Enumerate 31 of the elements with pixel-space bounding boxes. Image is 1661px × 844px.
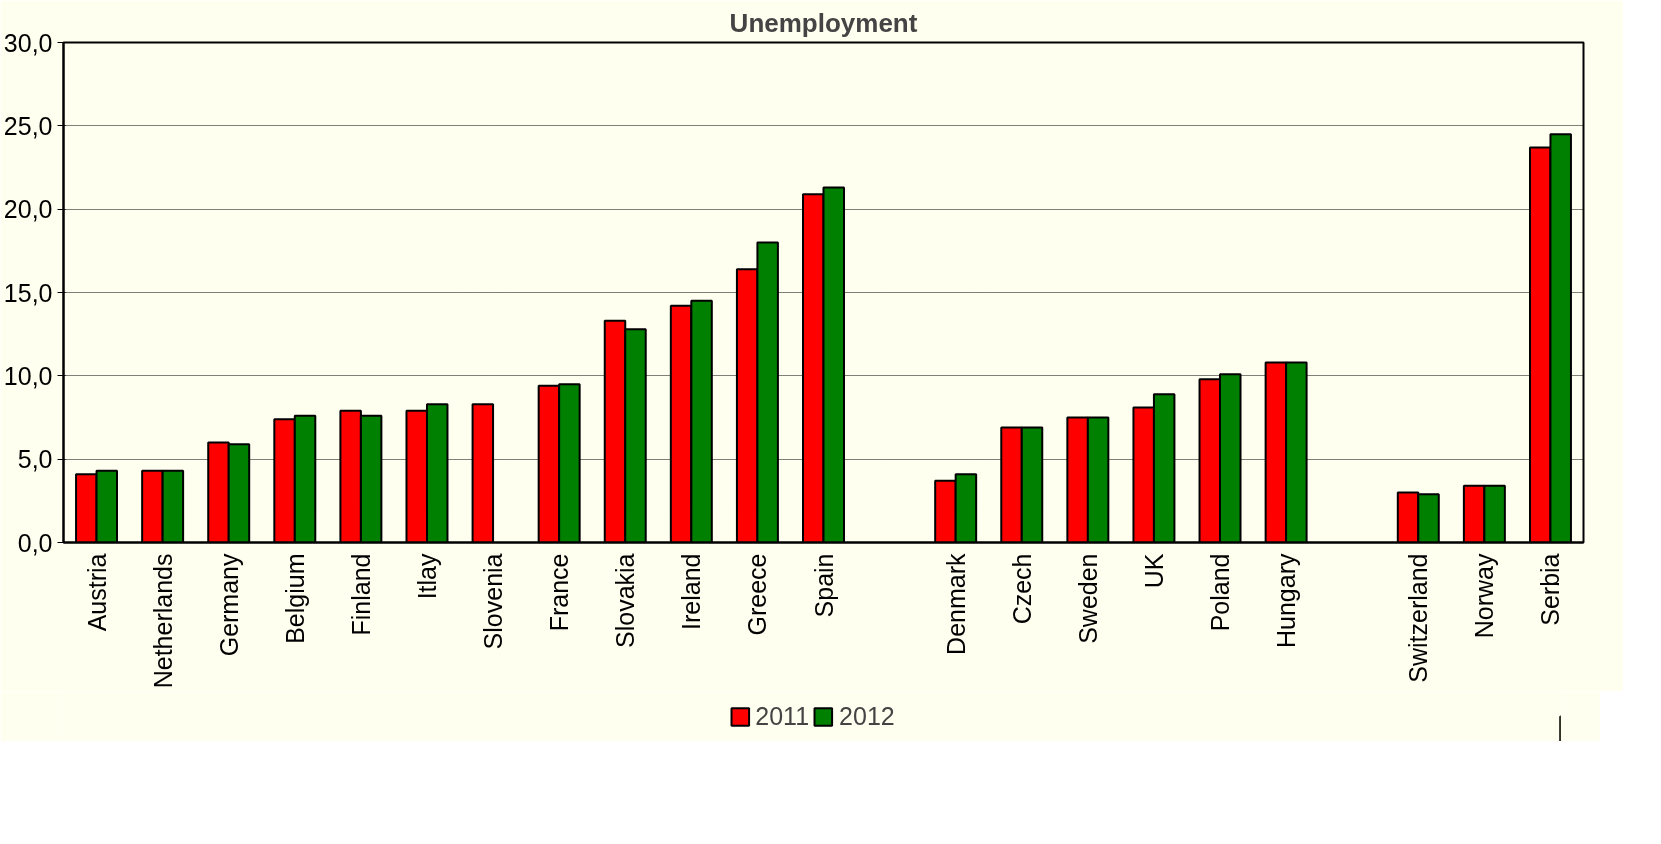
x-tick-label: Germany (214, 553, 243, 657)
x-tick-label: UK (1139, 553, 1168, 589)
x-tick-label: Norway (1470, 553, 1499, 639)
y-tick-label: 25,0 (3, 111, 53, 140)
x-tick-label: Sweden (1073, 553, 1102, 644)
x-tick-label: Greece (743, 553, 772, 636)
y-tick-label: 20,0 (3, 195, 53, 224)
x-tick-label: Belgium (280, 553, 309, 644)
x-tick-label: Czech (1007, 553, 1036, 625)
x-tick-label: Slovenia (479, 553, 508, 650)
x-tick-label: Finland (346, 553, 375, 636)
x-tick-label: Itlay (412, 553, 441, 600)
x-tick-label: Slovakia (611, 553, 640, 648)
y-tick-label: 5,0 (17, 445, 53, 474)
x-tick-label: Austria (82, 553, 111, 632)
legend-label: 2012 (839, 701, 895, 731)
chart-title: Unemployment (729, 7, 918, 38)
y-tick-label: 10,0 (3, 361, 53, 390)
x-tick-label: Poland (1206, 553, 1235, 632)
y-tick-label: 30,0 (3, 28, 53, 57)
x-tick-label: Spain (809, 553, 838, 618)
x-tick-label: Switzerland (1404, 553, 1433, 683)
x-tick-label: Hungary (1272, 553, 1301, 648)
y-tick-label: 0,0 (17, 528, 53, 557)
x-tick-label: Netherlands (148, 553, 177, 689)
x-tick-label: Ireland (677, 553, 706, 630)
legend-label: 2011 (755, 701, 810, 731)
x-tick-label: France (545, 553, 574, 632)
y-tick-label: 15,0 (3, 278, 53, 307)
x-tick-label: Serbia (1536, 553, 1565, 626)
x-tick-label: Denmark (941, 553, 970, 655)
